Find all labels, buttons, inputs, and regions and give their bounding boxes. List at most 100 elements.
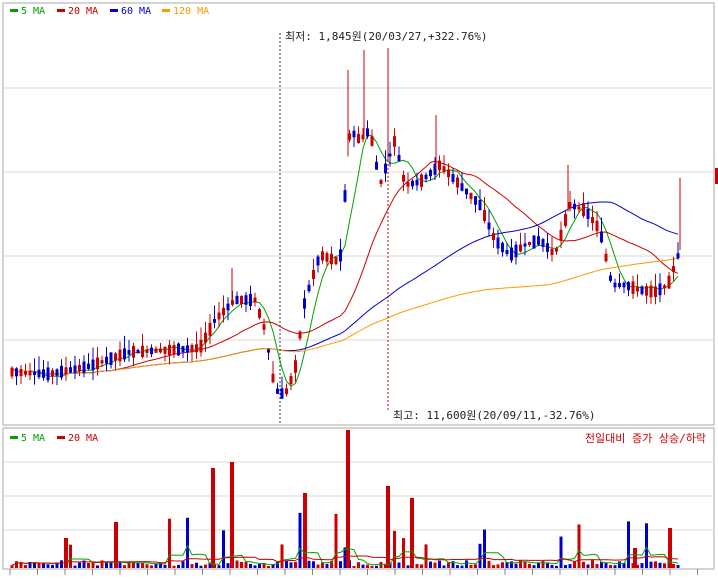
volume-moving-averages bbox=[11, 544, 679, 566]
volume-bar bbox=[397, 562, 401, 568]
candle-body bbox=[595, 220, 599, 232]
candle-body bbox=[384, 163, 387, 174]
volume-bar bbox=[132, 561, 135, 568]
volume-bar bbox=[424, 544, 428, 568]
volume-bar bbox=[645, 523, 648, 568]
volume-bar bbox=[668, 528, 672, 568]
volume-bar bbox=[240, 561, 243, 568]
candle-body bbox=[253, 297, 257, 303]
volume-bar bbox=[109, 561, 113, 568]
candle-body bbox=[177, 343, 180, 356]
volume-bar bbox=[127, 561, 131, 568]
volume-bar bbox=[28, 561, 32, 568]
volume-bar bbox=[262, 562, 266, 568]
volume-bar bbox=[280, 544, 284, 568]
candle-body bbox=[388, 153, 392, 157]
candle-body bbox=[294, 360, 297, 373]
candle-body bbox=[505, 250, 509, 254]
volume-bar bbox=[316, 564, 320, 568]
candle-body bbox=[249, 293, 252, 307]
candle-body bbox=[150, 347, 153, 355]
candle-body bbox=[105, 356, 108, 364]
candle-body bbox=[69, 367, 72, 373]
volume-pane-frame bbox=[2, 427, 715, 570]
candle-body bbox=[181, 346, 185, 353]
candle-body bbox=[600, 231, 603, 243]
volume-bar bbox=[352, 565, 356, 568]
candle-body bbox=[222, 307, 225, 316]
candle-body bbox=[586, 208, 590, 220]
volume-bar bbox=[217, 565, 221, 568]
volume-bar bbox=[577, 524, 581, 568]
candle-body bbox=[330, 253, 333, 265]
volume-bar bbox=[613, 565, 617, 568]
volume-bar bbox=[442, 565, 446, 568]
candle-body bbox=[438, 160, 441, 171]
legend-swatch-120ma bbox=[162, 9, 170, 12]
volume-bar bbox=[487, 560, 491, 568]
candle-body bbox=[573, 203, 576, 210]
candle-body bbox=[42, 369, 45, 378]
candle-body bbox=[343, 190, 347, 202]
volume-bar bbox=[528, 563, 531, 568]
volume-bar bbox=[154, 563, 158, 568]
candle-body bbox=[298, 331, 302, 339]
candle-body bbox=[217, 312, 221, 320]
volume-bar bbox=[15, 561, 18, 568]
volume-bar bbox=[118, 562, 122, 568]
volume-bar bbox=[298, 512, 302, 568]
volume-bar bbox=[415, 563, 419, 568]
candle-body bbox=[523, 243, 527, 247]
volume-bar bbox=[595, 564, 599, 568]
candle-body bbox=[51, 370, 54, 377]
volume-bar bbox=[609, 564, 612, 568]
volume-bar bbox=[496, 564, 500, 568]
legend-120ma: 120 MA bbox=[173, 6, 209, 17]
candle-body bbox=[366, 128, 369, 137]
candle-body bbox=[676, 253, 680, 259]
volume-bar bbox=[330, 560, 333, 568]
candle-body bbox=[483, 210, 486, 221]
candle-body bbox=[496, 237, 500, 249]
candle-body bbox=[564, 214, 567, 226]
candle-body bbox=[123, 348, 126, 360]
volume-bar bbox=[501, 562, 504, 568]
candle-body bbox=[37, 369, 41, 378]
volume-bar bbox=[195, 562, 198, 568]
candle-body bbox=[348, 133, 351, 140]
bottom-axis-ticks bbox=[9, 569, 698, 575]
candle-body bbox=[393, 136, 396, 147]
ma120-line bbox=[11, 257, 679, 375]
volume-bar bbox=[564, 565, 567, 568]
volume-bar bbox=[600, 561, 603, 568]
volume-bar bbox=[469, 564, 473, 568]
candle-body bbox=[568, 202, 572, 208]
vol-ma20-line bbox=[11, 555, 679, 566]
volume-bar bbox=[244, 561, 248, 568]
volume-bar bbox=[24, 565, 27, 568]
volume-bar bbox=[672, 563, 675, 568]
candle-body bbox=[501, 242, 504, 253]
candle-body bbox=[352, 130, 356, 138]
candle-body bbox=[244, 295, 248, 305]
candle-body bbox=[460, 183, 464, 191]
volume-bar bbox=[289, 562, 293, 568]
price-legend: 5 MA 20 MA 60 MA 120 MA bbox=[10, 6, 209, 17]
volume-bar bbox=[105, 561, 108, 568]
volume-bar bbox=[370, 565, 374, 568]
candle-body bbox=[163, 346, 167, 354]
volume-bar bbox=[325, 563, 329, 568]
volume-bar bbox=[483, 529, 486, 568]
candle-body bbox=[424, 174, 428, 180]
volume-bar bbox=[636, 564, 639, 568]
volume-bar bbox=[150, 565, 153, 568]
candle-body bbox=[622, 282, 626, 288]
candle-body bbox=[303, 298, 306, 309]
candle-body bbox=[321, 251, 324, 261]
candle-body bbox=[10, 367, 14, 377]
volume-bar bbox=[73, 565, 77, 568]
volume-bar bbox=[393, 530, 396, 568]
candle-body bbox=[532, 235, 536, 249]
candle-body bbox=[141, 345, 144, 358]
